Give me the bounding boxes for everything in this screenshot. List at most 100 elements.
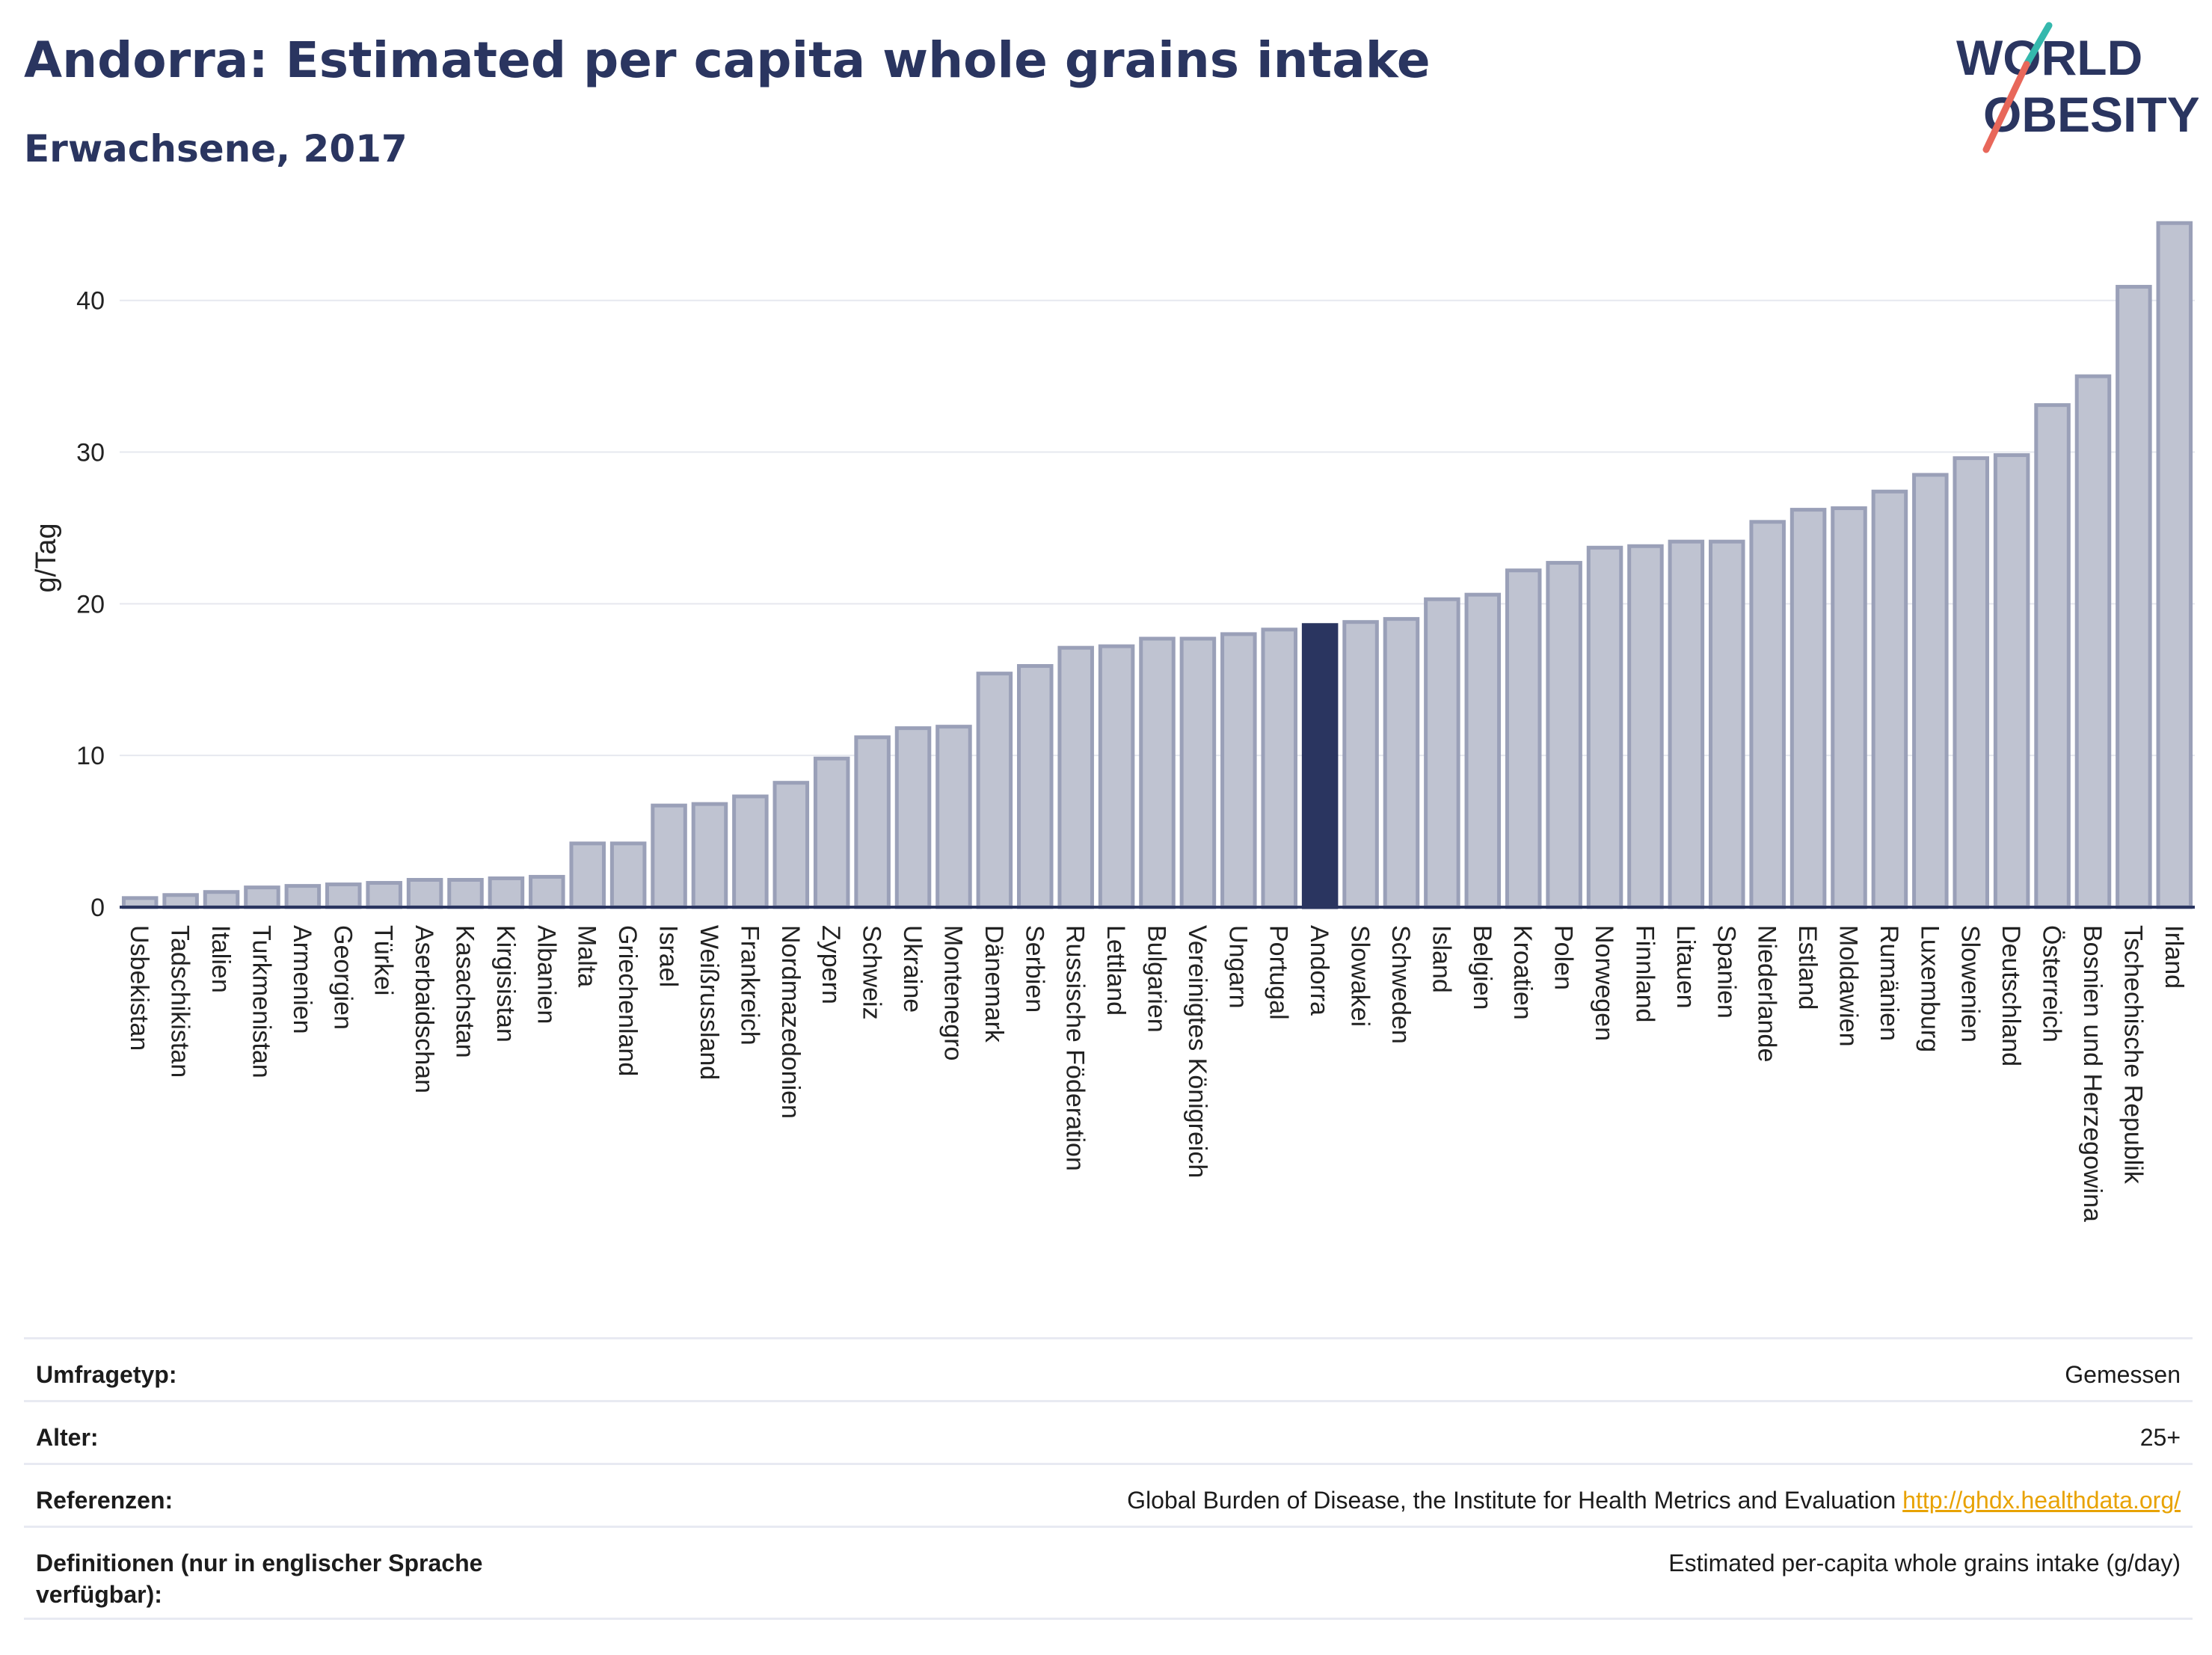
x-tick-label: Frankreich	[735, 925, 764, 1045]
bar	[449, 879, 482, 907]
x-tick-label: Schweiz	[858, 925, 886, 1020]
bar	[571, 844, 604, 907]
x-tick-label: Moldawien	[1834, 925, 1863, 1047]
info-row-definitions: Definitionen (nur in englischer Sprache …	[24, 1526, 2193, 1620]
bar	[1263, 630, 1296, 907]
x-tick-label: Slowakei	[1346, 925, 1374, 1027]
x-tick-label: Belgien	[1468, 925, 1496, 1010]
x-tick-label: Albanien	[532, 925, 560, 1024]
x-tick-label: Italien	[206, 925, 235, 993]
bar	[775, 783, 808, 907]
bar	[1303, 625, 1336, 907]
bar	[1548, 563, 1581, 907]
bar	[328, 885, 360, 907]
bar	[1792, 510, 1825, 907]
bar	[408, 879, 441, 907]
bar	[368, 883, 401, 907]
bar	[1995, 455, 2028, 907]
x-tick-label: Ungarn	[1223, 925, 1252, 1009]
x-tick-label: Norwegen	[1590, 925, 1618, 1041]
bar	[693, 804, 726, 907]
references-label: Referenzen:	[36, 1484, 574, 1516]
x-tick-label: Israel	[654, 925, 683, 987]
references-value: Global Burden of Disease, the Institute …	[1127, 1484, 2181, 1516]
bar	[1833, 509, 1866, 907]
x-tick-label: Lettland	[1102, 925, 1130, 1016]
bar	[1873, 491, 1906, 907]
bar	[1629, 546, 1662, 907]
x-tick-label: Finnland	[1630, 925, 1659, 1022]
age-label: Alter:	[36, 1422, 574, 1453]
bar	[1466, 595, 1499, 907]
x-tick-label: Österreich	[2038, 925, 2066, 1043]
bar	[490, 878, 523, 907]
x-tick-label: Russische Föderation	[1061, 925, 1090, 1171]
bar	[205, 892, 238, 907]
bar	[1182, 639, 1214, 907]
bar	[897, 728, 930, 907]
bar	[1345, 622, 1377, 907]
bar	[815, 758, 848, 907]
x-tick-label: Dänemark	[980, 925, 1008, 1043]
bar	[1223, 634, 1256, 907]
bar	[1588, 547, 1621, 907]
x-tick-label: Usbekistan	[125, 925, 153, 1051]
x-tick-label: Malta	[573, 925, 601, 987]
x-tick-label: Bosnien und Herzegowina	[2078, 925, 2107, 1222]
bar	[938, 727, 971, 907]
x-tick-label: Polen	[1549, 925, 1578, 990]
info-row-references: Referenzen: Global Burden of Disease, th…	[24, 1463, 2193, 1526]
x-tick-label: Kroatien	[1508, 925, 1537, 1020]
y-tick-label: 10	[76, 742, 105, 770]
bar	[653, 805, 686, 907]
bar	[1914, 475, 1947, 907]
bar	[734, 796, 767, 907]
x-tick-label: Litauen	[1671, 925, 1700, 1009]
x-tick-label: Armenien	[288, 925, 316, 1034]
x-tick-label: Weißrussland	[695, 925, 723, 1080]
bar	[165, 895, 197, 907]
bar	[286, 886, 319, 907]
x-tick-label: Kasachstan	[451, 925, 479, 1058]
bar	[1385, 619, 1418, 907]
bar	[1141, 639, 1174, 907]
references-text: Global Burden of Disease, the Institute …	[1127, 1487, 1896, 1514]
y-axis-ticks: 0 10 20 30 40	[76, 287, 105, 922]
bar	[2077, 376, 2110, 907]
bar-chart: 0 10 20 30 40 Usbekistan Tadschikistan Italien…	[0, 0, 2212, 1331]
bar	[978, 674, 1011, 907]
bar	[246, 888, 279, 907]
x-tick-label: Turkmenistan	[247, 925, 275, 1078]
y-tick-label: 20	[76, 590, 105, 618]
bar	[1955, 458, 1988, 907]
bar	[2158, 223, 2191, 907]
survey-type-value: Gemessen	[2065, 1359, 2181, 1390]
survey-type-label: Umfragetyp:	[36, 1359, 574, 1390]
bar	[612, 844, 645, 907]
x-tick-label: Tadschikistan	[166, 925, 194, 1078]
references-link[interactable]: http://ghdx.healthdata.org/	[1902, 1487, 2181, 1514]
info-row-survey-type: Umfragetyp: Gemessen	[24, 1337, 2193, 1400]
bar	[856, 737, 889, 907]
x-tick-label: Türkei	[369, 925, 398, 995]
x-tick-label: Kirgisistan	[491, 925, 520, 1043]
x-axis-labels: Usbekistan Tadschikistan Italien Turkmenist…	[125, 925, 2188, 1222]
x-tick-label: Deutschland	[1997, 925, 2025, 1066]
bar	[2036, 405, 2069, 907]
bar	[1060, 648, 1093, 907]
y-tick-label: 30	[76, 439, 105, 467]
y-tick-label: 0	[90, 894, 105, 922]
x-tick-label: Rumänien	[1875, 925, 1903, 1041]
x-tick-label: Spanien	[1712, 925, 1740, 1019]
x-tick-label: Luxemburg	[1915, 925, 1944, 1052]
x-tick-label: Irland	[2160, 925, 2188, 989]
x-tick-label: Andorra	[1305, 925, 1333, 1016]
y-tick-label: 40	[76, 287, 105, 316]
bar	[1751, 522, 1784, 907]
bars	[123, 223, 2190, 907]
definitions-label: Definitionen (nur in englischer Sprache …	[36, 1547, 574, 1610]
bar	[1670, 541, 1703, 907]
info-row-age: Alter: 25+	[24, 1400, 2193, 1463]
x-tick-label: Schweden	[1386, 925, 1415, 1044]
definitions-value: Estimated per-capita whole grains intake…	[1668, 1547, 2181, 1579]
